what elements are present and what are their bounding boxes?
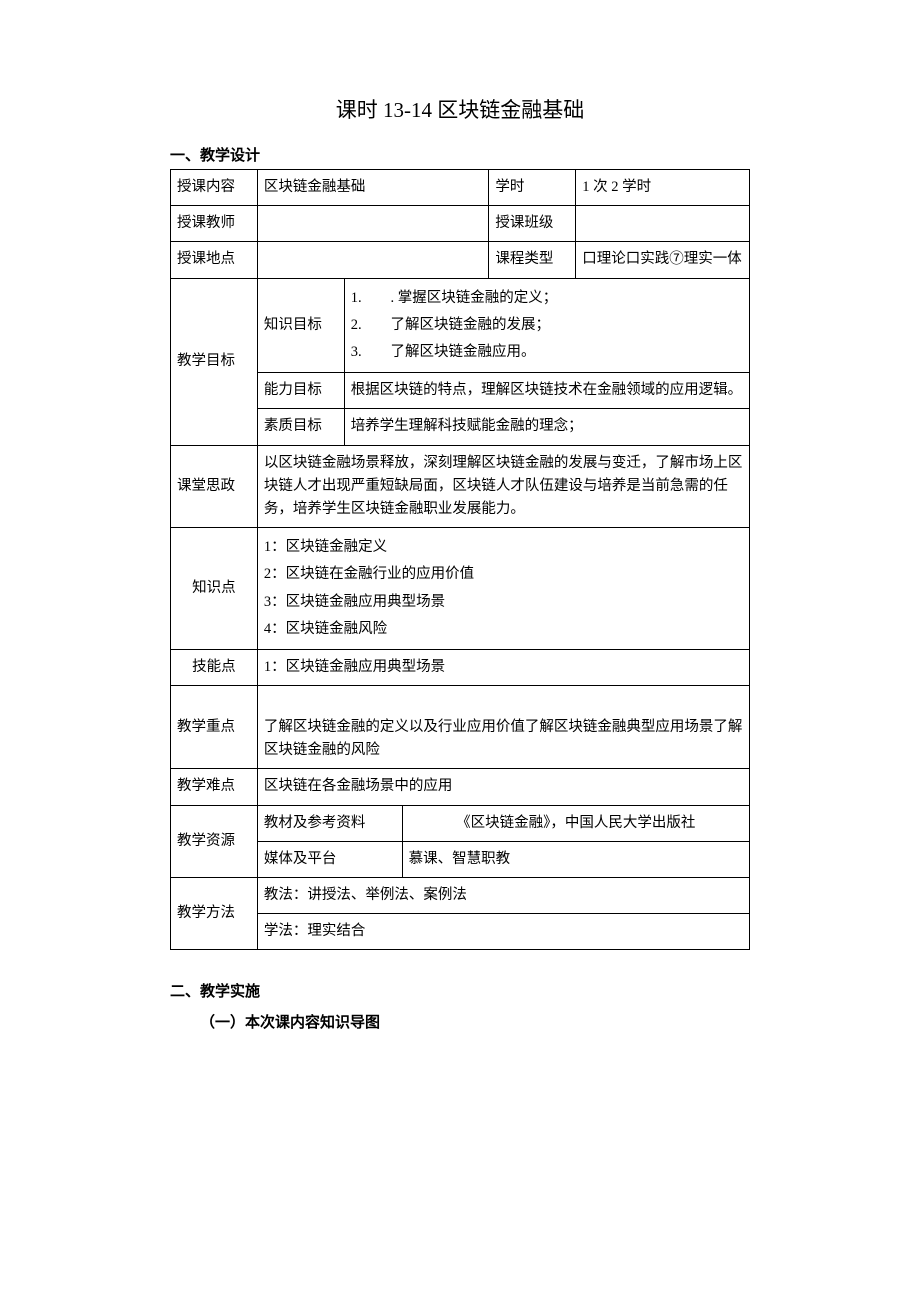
cell-label: 技能点: [171, 649, 258, 685]
cell-value: [257, 242, 489, 278]
cell-label: 授课内容: [171, 170, 258, 206]
cell-value: 《区块链金融》，中国人民大学出版社: [402, 805, 749, 841]
cell-value: 慕课、智慧职教: [402, 841, 749, 877]
table-row: 能力目标 根据区块链的特点，理解区块链技术在金融领域的应用逻辑。: [171, 373, 750, 409]
section-2-sub-header: （一）本次课内容知识导图: [170, 1011, 750, 1032]
list-item: 3：区块链金融应用典型场景: [264, 589, 743, 616]
table-row: 授课教师 授课班级: [171, 206, 750, 242]
table-row: 教学重点 了解区块链金融的定义以及行业应用价值了解区块链金融典型应用场景了解区块…: [171, 686, 750, 769]
cell-value: 区块链金融基础: [257, 170, 489, 206]
cell-label: 教学重点: [171, 686, 258, 769]
list-item: 4：区块链金融风险: [264, 616, 743, 643]
cell-value: 1. . 掌握区块链金融的定义； 2. 了解区块链金融的发展； 3. 了解区块链…: [344, 278, 749, 373]
list-item: 1：区块链金融定义: [264, 534, 743, 561]
cell-label: 教学目标: [171, 278, 258, 445]
cell-label: 授课地点: [171, 242, 258, 278]
section-2-header: 二、教学实施: [170, 980, 750, 1001]
cell-label: 知识目标: [257, 278, 344, 373]
table-row: 授课内容 区块链金融基础 学时 1 次 2 学时: [171, 170, 750, 206]
cell-label: 授课班级: [489, 206, 576, 242]
table-row: 媒体及平台 慕课、智慧职教: [171, 841, 750, 877]
cell-label: 教学方法: [171, 878, 258, 950]
table-row: 教学方法 教法：讲授法、举例法、案例法: [171, 878, 750, 914]
cell-label: 素质目标: [257, 409, 344, 445]
cell-value: 学法：理实结合: [257, 914, 749, 950]
cell-value: 以区块链金融场景释放，深刻理解区块链金融的发展与变迁，了解市场上区块链人才出现严…: [257, 445, 749, 528]
cell-label: 课程类型: [489, 242, 576, 278]
cell-label: 学时: [489, 170, 576, 206]
table-row: 教学目标 知识目标 1. . 掌握区块链金融的定义； 2. 了解区块链金融的发展…: [171, 278, 750, 373]
table-row: 学法：理实结合: [171, 914, 750, 950]
cell-label: 授课教师: [171, 206, 258, 242]
cell-label: 教学难点: [171, 769, 258, 805]
cell-value: 了解区块链金融的定义以及行业应用价值了解区块链金融典型应用场景了解区块链金融的风…: [257, 686, 749, 769]
list-item: 2：区块链在金融行业的应用价值: [264, 561, 743, 588]
cell-value: 培养学生理解科技赋能金融的理念；: [344, 409, 749, 445]
cell-value: 1：区块链金融定义 2：区块链在金融行业的应用价值 3：区块链金融应用典型场景 …: [257, 528, 749, 650]
table-row: 技能点 1：区块链金融应用典型场景: [171, 649, 750, 685]
cell-label: 媒体及平台: [257, 841, 402, 877]
goal-item: 1. . 掌握区块链金融的定义；: [351, 285, 743, 312]
table-row: 教学难点 区块链在各金融场景中的应用: [171, 769, 750, 805]
teaching-design-table: 授课内容 区块链金融基础 学时 1 次 2 学时 授课教师 授课班级 授课地点 …: [170, 169, 750, 950]
goal-item: 2. 了解区块链金融的发展；: [351, 312, 743, 339]
cell-label: 教学资源: [171, 805, 258, 877]
table-row: 知识点 1：区块链金融定义 2：区块链在金融行业的应用价值 3：区块链金融应用典…: [171, 528, 750, 650]
cell-value: 根据区块链的特点，理解区块链技术在金融领域的应用逻辑。: [344, 373, 749, 409]
table-row: 教学资源 教材及参考资料 《区块链金融》，中国人民大学出版社: [171, 805, 750, 841]
cell-value: 口理论口实践⑦理实一体: [576, 242, 750, 278]
cell-label: 教材及参考资料: [257, 805, 402, 841]
cell-value: 教法：讲授法、举例法、案例法: [257, 878, 749, 914]
cell-label: 知识点: [171, 528, 258, 650]
table-row: 授课地点 课程类型 口理论口实践⑦理实一体: [171, 242, 750, 278]
cell-value: [257, 206, 489, 242]
goal-item: 3. 了解区块链金融应用。: [351, 339, 743, 366]
table-row: 素质目标 培养学生理解科技赋能金融的理念；: [171, 409, 750, 445]
cell-label: 课堂思政: [171, 445, 258, 528]
cell-value: 区块链在各金融场景中的应用: [257, 769, 749, 805]
section-1-header: 一、教学设计: [170, 144, 750, 165]
table-row: 课堂思政 以区块链金融场景释放，深刻理解区块链金融的发展与变迁，了解市场上区块链…: [171, 445, 750, 528]
cell-value: 1 次 2 学时: [576, 170, 750, 206]
cell-value: [576, 206, 750, 242]
cell-label: 能力目标: [257, 373, 344, 409]
page-title: 课时 13-14 区块链金融基础: [170, 94, 750, 124]
cell-value: 1：区块链金融应用典型场景: [257, 649, 749, 685]
